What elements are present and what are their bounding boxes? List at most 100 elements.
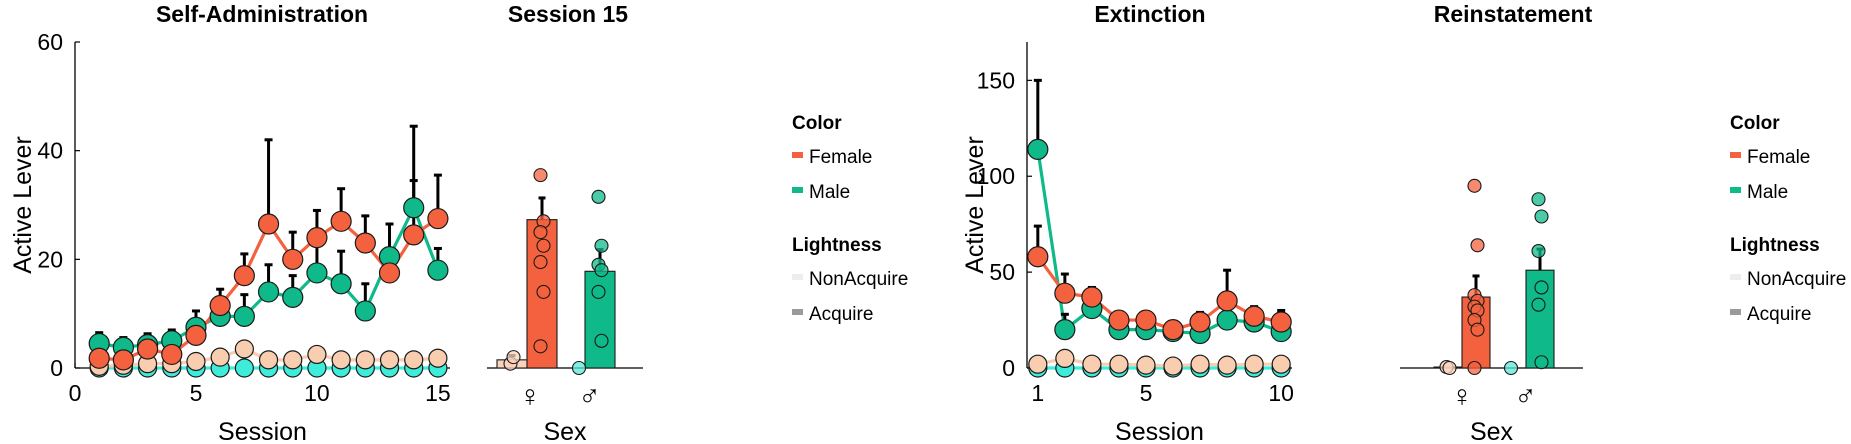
individual-point-female-acquire <box>533 168 548 183</box>
legend-label: Male <box>1747 182 1788 203</box>
individual-point-male-acquire <box>1531 192 1546 207</box>
data-point-female-acquire <box>233 265 255 287</box>
legend-color-heading: Color <box>1730 113 1780 134</box>
x-axis-label: Session <box>218 418 307 444</box>
data-point-female-nonacquire <box>283 350 303 370</box>
bar-panel-1: Session 15 ♀ ♂ Sex <box>487 1 643 444</box>
individual-point-female-acquire <box>533 339 548 354</box>
data-point-female-acquire <box>1135 309 1157 331</box>
data-point-female-nonacquire <box>210 347 230 367</box>
y-tick-label: 150 <box>977 67 1015 93</box>
individual-point-male-nonacquire <box>571 360 587 376</box>
data-point-female-nonacquire <box>1109 354 1129 374</box>
data-point-male-acquire <box>330 273 352 295</box>
legend-label: Acquire <box>809 304 873 325</box>
x-axis-label: Sex <box>543 418 587 444</box>
individual-point-female-acquire <box>536 238 551 253</box>
y-tick-label: 20 <box>37 246 63 272</box>
data-point-female-acquire <box>185 324 207 346</box>
data-point-female-nonacquire <box>186 351 206 372</box>
x-axis-label: Session <box>1115 418 1204 444</box>
data-point-male-acquire <box>1054 319 1076 341</box>
line-panel-2: Extinction 0 50 100 150 1 5 10 Session Active Lev… <box>961 1 1294 444</box>
y-tick-label: 40 <box>37 138 63 164</box>
individual-point-male-acquire <box>1531 297 1546 312</box>
legend-swatch-acquire <box>1730 309 1741 315</box>
x-category-label: ♀ <box>1451 380 1474 413</box>
legend-1: Color Female Male Lightness NonAcquire Acquir… <box>1730 113 1846 325</box>
data-point-female-acquire <box>1027 246 1049 268</box>
data-point-female-nonacquire <box>379 350 400 370</box>
panel-title: Reinstatement <box>1434 1 1593 27</box>
data-point-female-nonacquire <box>1136 355 1156 375</box>
data-point-female-nonacquire <box>307 344 327 365</box>
legend-swatch-male <box>792 187 803 193</box>
data-point-female-nonacquire <box>258 350 279 370</box>
data-point-male-acquire <box>403 197 425 219</box>
individual-point-male-acquire <box>1531 243 1546 259</box>
individual-point-male-acquire <box>594 263 609 278</box>
legend-swatch-acquire <box>792 309 803 315</box>
data-point-female-acquire <box>1108 309 1130 331</box>
data-point-female-acquire <box>1243 305 1265 327</box>
data-point-female-acquire <box>257 213 280 235</box>
data-point-male-acquire <box>1216 309 1238 331</box>
data-point-male-acquire <box>233 305 255 327</box>
x-tick-label: 10 <box>1268 380 1294 406</box>
legend-label: NonAcquire <box>809 269 908 290</box>
individual-point-female-acquire <box>1470 238 1485 253</box>
individual-point-female-acquire <box>1467 360 1482 376</box>
legend-swatch-female <box>792 152 803 158</box>
data-point-male-acquire <box>306 262 328 284</box>
line-panel-0: Self-Administration 0 20 40 60 0 5 10 15 Session A… <box>9 1 451 444</box>
data-point-female-nonacquire <box>1271 354 1291 374</box>
individual-point-female-acquire <box>1470 322 1485 337</box>
y-axis-label: Active Lever <box>9 136 37 274</box>
legend-color-heading: Color <box>792 113 842 134</box>
data-point-female-acquire <box>88 347 110 369</box>
data-point-female-nonacquire <box>428 348 448 368</box>
data-point-female-acquire <box>112 349 134 371</box>
legend-swatch-nonacquire <box>792 274 803 280</box>
x-tick-label: 15 <box>425 380 451 406</box>
data-point-male-nonacquire <box>234 358 254 378</box>
x-category-label: ♂ <box>578 380 601 413</box>
data-point-male-acquire <box>257 281 280 303</box>
x-tick-label: 5 <box>190 380 203 406</box>
individual-point-male-acquire <box>1534 355 1549 370</box>
x-axis-label: Sex <box>1470 418 1514 444</box>
data-point-female-acquire <box>1270 311 1292 333</box>
data-point-female-acquire <box>1189 311 1211 333</box>
y-tick-label: 60 <box>37 29 63 55</box>
panel-title: Self-Administration <box>156 1 368 27</box>
data-point-female-nonacquire <box>234 339 254 359</box>
legend-label: Female <box>809 147 872 168</box>
y-tick-label: 0 <box>50 355 63 381</box>
data-point-female-nonacquire <box>404 350 424 370</box>
individual-point-female-acquire <box>536 284 551 299</box>
individual-point-female-nonacquire <box>506 350 521 365</box>
data-point-male-acquire <box>282 286 304 308</box>
x-category-label: ♂ <box>1514 380 1537 413</box>
legend-lightness-heading: Lightness <box>1730 235 1820 256</box>
data-point-female-nonacquire <box>1082 354 1102 374</box>
individual-point-male-acquire <box>591 284 606 299</box>
data-point-female-acquire <box>282 248 304 270</box>
x-tick-label: 5 <box>1140 380 1153 406</box>
x-tick-label: 0 <box>69 380 82 406</box>
data-point-female-acquire <box>330 210 352 232</box>
data-point-female-nonacquire <box>331 350 351 370</box>
legend-label: Female <box>1747 147 1810 168</box>
data-point-female-acquire <box>306 227 328 249</box>
individual-point-female-acquire <box>533 225 548 240</box>
panel-title: Session 15 <box>508 1 628 27</box>
panel-title: Extinction <box>1094 1 1205 27</box>
data-point-female-acquire <box>1054 282 1076 304</box>
series-line-male-acquire <box>1036 149 1282 336</box>
x-category-label: ♀ <box>519 380 542 413</box>
legend-swatch-nonacquire <box>1730 274 1741 280</box>
data-point-male-acquire <box>1027 138 1049 160</box>
individual-point-male-acquire <box>1534 209 1549 224</box>
data-point-female-nonacquire <box>1190 354 1210 374</box>
